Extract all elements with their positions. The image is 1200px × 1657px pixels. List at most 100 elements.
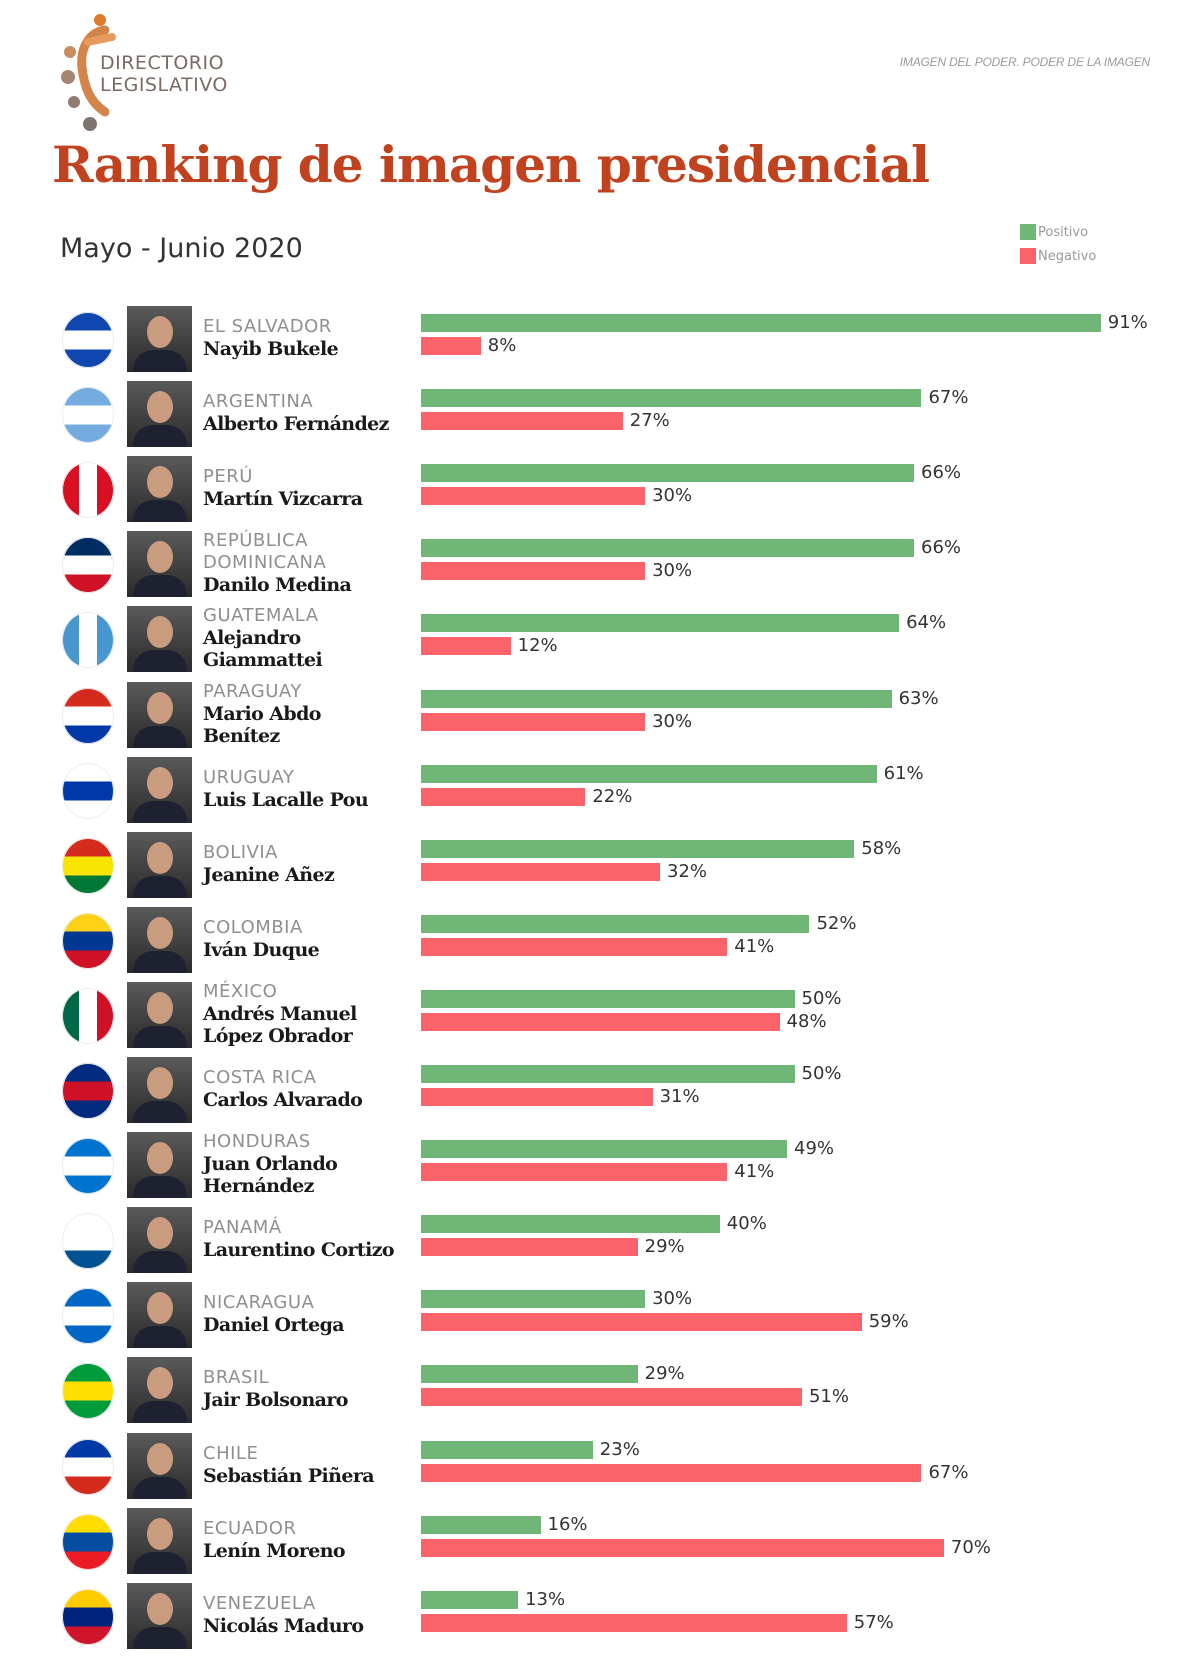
bar-positivo [421,989,795,1008]
flag-icon [62,387,114,444]
value-label-positivo: 58% [861,837,902,859]
photo-head [147,1142,173,1175]
flag-icon [62,462,114,519]
legend-swatch-positivo [1020,224,1036,240]
president-name: Carlos Alvarado [203,1089,363,1111]
country-label: REPÚBLICA DOMINICANA [203,530,327,574]
value-label-negativo: 31% [659,1086,700,1107]
photo-body [133,1025,187,1048]
value-label-positivo: 13% [525,1588,566,1610]
bar-negativo [421,337,481,355]
value-label-negativo: 27% [629,410,670,432]
flag-icon [62,1063,114,1119]
photo-body [133,950,187,973]
president-name: Juan Orlando Hernández [203,1153,338,1198]
country-label: ARGENTINA [203,391,314,413]
legend-item-positivo: Positivo [1020,220,1096,244]
value-label-negativo: 32% [667,860,708,882]
legend-swatch-negativo [1020,248,1036,264]
chart-row: HONDURAS Juan Orlando Hernández 49% 41% [0,1126,1200,1201]
flag-icon [62,1513,114,1570]
value-label-negativo: 41% [734,1161,775,1183]
flag-icon [62,1213,114,1270]
flag-icon [62,612,114,669]
value-label-negativo: 30% [652,485,693,507]
president-name: Danilo Medina [203,574,352,597]
flag-icon [62,1138,114,1195]
photo-head [147,1292,173,1325]
value-label-positivo: 40% [726,1213,767,1235]
president-name: Martín Vizcarra [203,488,363,511]
chart-row: NICARAGUA Daniel Ortega 30% 59% [0,1276,1200,1351]
bar-positivo [421,689,892,708]
president-photo [127,606,192,673]
row-labels: VENEZUELA Nicolás Maduro [203,1581,403,1649]
country-label: PARAGUAY [203,680,302,702]
photo-head [147,991,173,1024]
country-label: COLOMBIA [203,916,303,938]
value-label-negativo: 30% [652,560,693,582]
logo-icon [61,14,116,131]
photo-body [133,1251,187,1274]
photo-body [133,1176,187,1199]
value-label-positivo: 23% [599,1438,640,1460]
president-photo [127,1057,192,1123]
president-photo [127,306,192,372]
row-labels: URUGUAY Luis Lacalle Pou [203,755,403,823]
bar-negativo [421,712,646,731]
country-label: URUGUAY [203,766,295,788]
value-label-positivo: 29% [644,1363,685,1385]
flag-icon [62,312,114,368]
president-photo [127,1507,192,1574]
legend: Positivo Negativo [1020,220,1096,268]
president-name: Daniel Ortega [203,1314,345,1337]
value-label-negativo: 57% [853,1611,894,1633]
bar-negativo [421,487,646,506]
president-photo [127,1132,192,1199]
president-photo [127,681,192,748]
photo-body [133,1626,187,1649]
photo-head [147,316,173,348]
country-label: ECUADOR [203,1517,297,1539]
row-labels: PARAGUAY Mario Abdo Benítez [203,680,403,748]
bar-positivo [421,1290,646,1309]
flag-icon [62,987,114,1044]
country-label: VENEZUELA [203,1592,316,1614]
country-label: PANAMÁ [203,1217,282,1239]
country-label: GUATEMALA [203,605,319,627]
chart-row: ARGENTINA Alberto Fernández 67% 27% [0,375,1200,450]
photo-head [147,691,173,724]
president-name: Sebastián Piñera [203,1464,375,1487]
value-label-positivo: 64% [906,612,947,634]
bar-negativo [421,1313,862,1332]
photo-body [133,725,187,748]
value-label-positivo: 67% [928,387,969,409]
bar-positivo [421,314,1101,332]
tagline: IMAGEN DEL PODER. PODER DE LA IMAGEN [899,55,1150,69]
photo-body [133,1551,187,1574]
row-labels: GUATEMALA Alejandro Giammattei [203,604,403,672]
legend-item-negativo: Negativo [1020,244,1096,268]
value-label-positivo: 63% [898,687,939,709]
president-name: Iván Duque [203,938,320,961]
value-label-positivo: 66% [921,462,962,484]
photo-body [133,500,187,523]
photo-body [133,1401,187,1424]
chart-row: REPÚBLICA DOMINICANA Danilo Medina 66% 30% [0,525,1200,600]
bar-negativo [421,1163,728,1182]
directorio-legislativo-logo [50,12,250,137]
bar-positivo [421,839,855,858]
row-labels: BRASIL Jair Bolsonaro [203,1355,403,1423]
value-label-positivo: 16% [547,1513,588,1535]
row-labels: COSTA RICA Carlos Alvarado [203,1055,403,1123]
bar-positivo [421,1140,788,1159]
value-label-negativo: 8% [487,335,517,356]
chart-row: PARAGUAY Mario Abdo Benítez 63% 30% [0,676,1200,751]
country-label: EL SALVADOR [203,316,332,337]
bar-negativo [421,1238,638,1257]
president-name: Alberto Fernández [203,413,389,436]
value-label-negativo: 51% [808,1386,849,1408]
logo-line-1: DIRECTORIO [100,52,225,74]
value-label-negativo: 12% [517,635,558,657]
chart-row: COLOMBIA Iván Duque 52% 41% [0,901,1200,976]
